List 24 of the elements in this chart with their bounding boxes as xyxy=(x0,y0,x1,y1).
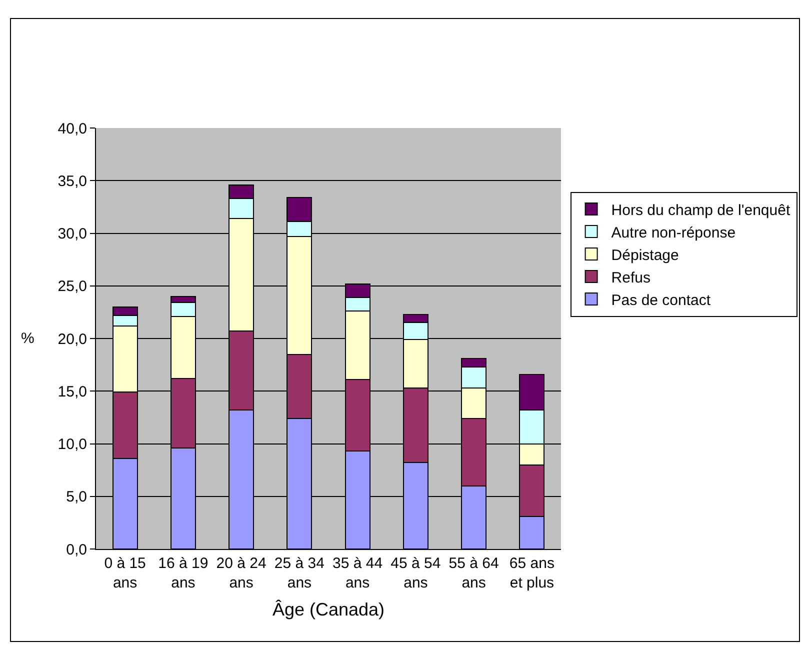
y-tick-label: 35,0 xyxy=(58,172,87,190)
y-tick-label: 10,0 xyxy=(58,436,87,453)
y-tick-label: 25,0 xyxy=(58,278,87,296)
x-tick-label: 65 ans et plus xyxy=(509,555,554,592)
y-tick-label: 30,0 xyxy=(58,226,87,242)
y-tick-label: 5,0 xyxy=(66,488,87,506)
x-tick-label: 25 à 34 ans xyxy=(274,555,324,592)
legend-label: Dépistage xyxy=(611,246,679,264)
legend-label: Refus xyxy=(611,269,650,286)
x-tick-label: 20 à 24 ans xyxy=(216,555,266,592)
x-tick-label: 0 à 15 ans xyxy=(104,555,146,592)
x-axis-title: Âge (Canada) xyxy=(272,600,385,620)
legend-label: Pas de contact xyxy=(611,292,712,309)
y-axis-title: % xyxy=(21,330,34,347)
x-tick-label: 35 à 44 ans xyxy=(332,555,383,592)
x-tick-label: 55 à 64 ans xyxy=(448,555,499,592)
y-tick-label: 40,0 xyxy=(58,120,87,138)
x-tick-label: 16 à 19 ans xyxy=(158,555,208,592)
x-tick-label: 45 à 54 ans xyxy=(390,555,441,592)
legend-label: Hors du champ de l'enquêt xyxy=(611,202,791,219)
y-tick-label: 15,0 xyxy=(58,383,87,400)
y-tick-label: 0,0 xyxy=(66,541,87,558)
y-tick-label: 20,0 xyxy=(58,330,87,348)
legend-label: Autre non-réponse xyxy=(611,224,736,242)
